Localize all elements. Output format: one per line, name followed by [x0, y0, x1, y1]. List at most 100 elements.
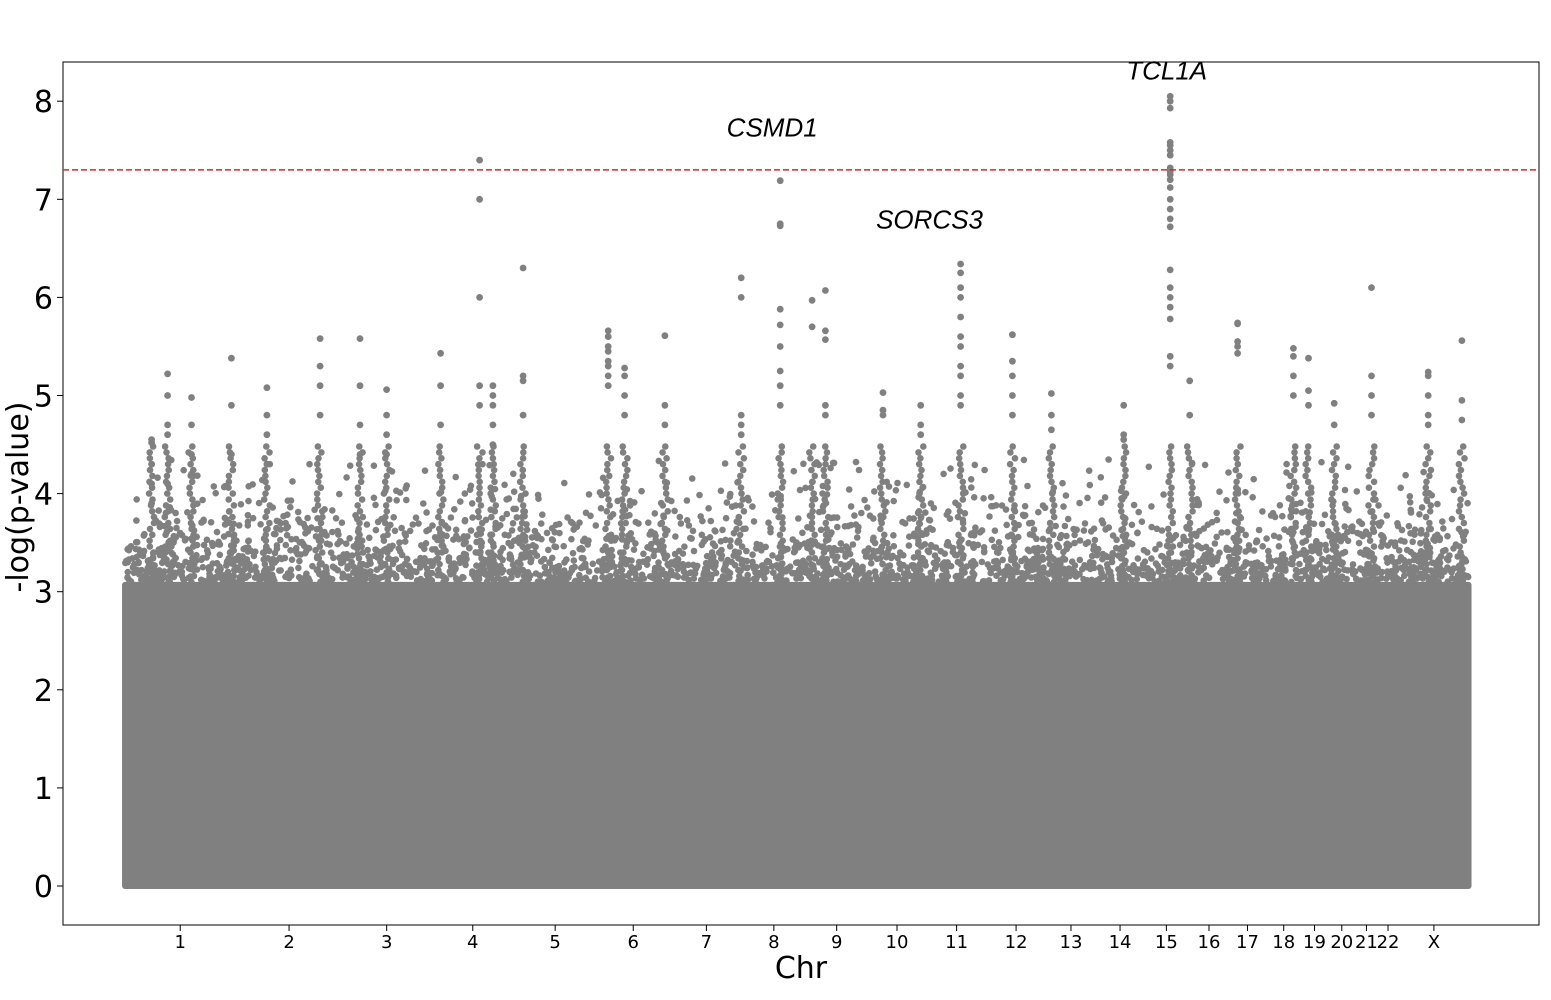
- snp-point: [1424, 421, 1432, 429]
- snp-point: [598, 491, 605, 499]
- snp-point: [1242, 488, 1249, 496]
- snp-point: [1140, 546, 1148, 554]
- snp-point: [918, 496, 926, 503]
- snp-point: [1365, 472, 1372, 480]
- x-tick-label: 21: [1355, 932, 1378, 953]
- snp-point: [957, 537, 964, 544]
- snp-point: [520, 531, 527, 539]
- snp-point: [1118, 484, 1126, 492]
- snp-point: [490, 466, 498, 474]
- snp-point: [1426, 472, 1433, 480]
- snp-point: [937, 547, 944, 555]
- snp-point: [420, 558, 427, 565]
- snp-point: [1166, 97, 1174, 105]
- snp-point: [1195, 499, 1202, 506]
- snp-point: [370, 552, 378, 560]
- snp-point: [808, 537, 815, 544]
- snp-point: [658, 519, 666, 527]
- snp-point: [998, 578, 1005, 585]
- snp-point: [662, 531, 669, 539]
- snp-point: [519, 455, 527, 462]
- snp-point: [235, 522, 243, 529]
- snp-point: [640, 550, 647, 558]
- snp-point: [1117, 502, 1124, 509]
- snp-point: [492, 566, 499, 574]
- snp-point: [190, 566, 197, 574]
- snp-point: [1417, 539, 1424, 547]
- snp-point: [363, 521, 371, 528]
- snp-point: [851, 512, 858, 519]
- snp-point: [869, 537, 877, 544]
- snp-point: [1066, 542, 1073, 549]
- snp-point: [775, 513, 782, 521]
- snp-point: [1120, 455, 1128, 462]
- snp-point: [1009, 372, 1016, 380]
- snp-point: [915, 449, 922, 456]
- snp-point: [166, 572, 174, 580]
- snp-point: [1048, 390, 1055, 397]
- snp-point: [1070, 525, 1077, 533]
- snp-point: [779, 478, 787, 486]
- snp-point: [735, 478, 742, 486]
- snp-point: [1166, 303, 1174, 311]
- snp-point: [842, 543, 850, 550]
- snp-point: [1343, 505, 1350, 512]
- snp-point: [1010, 466, 1017, 474]
- snp-point: [903, 481, 911, 489]
- snp-point: [188, 421, 195, 429]
- snp-point: [314, 466, 322, 474]
- snp-point: [421, 467, 429, 475]
- snp-point: [1248, 574, 1256, 582]
- snp-point: [154, 474, 161, 482]
- snp-point: [957, 466, 965, 474]
- snp-point: [461, 517, 469, 525]
- snp-point: [176, 568, 183, 575]
- snp-point: [125, 576, 133, 584]
- snp-point: [1120, 436, 1128, 443]
- snp-point: [1370, 543, 1378, 550]
- snp-point: [337, 556, 345, 563]
- snp-point: [521, 537, 529, 544]
- snp-point: [226, 508, 233, 515]
- snp-point: [985, 577, 993, 584]
- snp-point: [621, 460, 629, 468]
- snp-point: [1108, 555, 1115, 562]
- snp-point: [618, 525, 626, 533]
- snp-point: [919, 531, 926, 539]
- snp-point: [910, 515, 917, 522]
- snp-point: [807, 484, 815, 492]
- snp-point: [585, 491, 593, 498]
- snp-point: [1039, 535, 1047, 543]
- snp-point: [607, 560, 615, 568]
- snp-point: [1333, 549, 1340, 556]
- snp-point: [487, 490, 495, 497]
- snp-point: [1303, 449, 1311, 456]
- snp-point: [681, 543, 688, 550]
- snp-point: [1164, 525, 1172, 533]
- snp-point: [1080, 527, 1088, 534]
- snp-point: [620, 484, 627, 492]
- snp-point: [1302, 537, 1310, 544]
- snp-point: [722, 514, 730, 522]
- snp-point: [162, 543, 169, 550]
- snp-point: [1050, 484, 1058, 492]
- snp-point: [664, 508, 672, 515]
- snp-point: [808, 525, 816, 533]
- snp-point: [880, 502, 888, 509]
- snp-point: [737, 294, 745, 301]
- snp-point: [873, 576, 881, 583]
- snp-point: [851, 566, 859, 574]
- snp-point: [1387, 571, 1395, 578]
- snp-point: [207, 565, 214, 572]
- snp-point: [1307, 496, 1314, 503]
- snp-point: [915, 519, 923, 527]
- snp-point: [603, 566, 611, 574]
- snp-point: [336, 537, 344, 545]
- snp-point: [718, 552, 726, 559]
- snp-point: [1090, 542, 1098, 550]
- snp-point: [604, 372, 612, 380]
- snp-point: [1165, 478, 1172, 486]
- snp-point: [591, 574, 599, 582]
- snp-point: [162, 549, 169, 556]
- snp-point: [837, 540, 845, 547]
